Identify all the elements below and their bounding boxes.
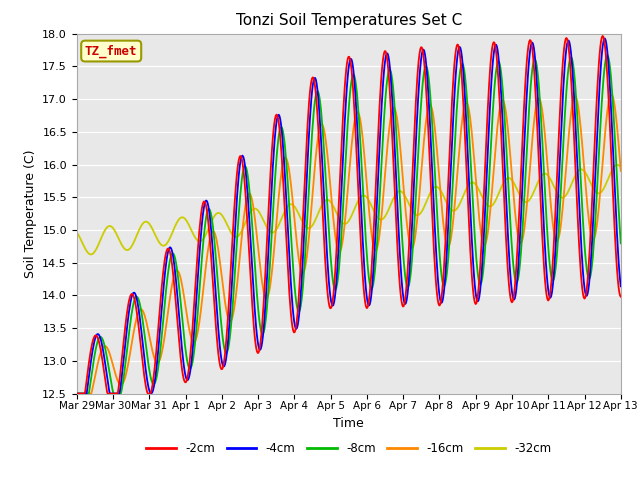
X-axis label: Time: Time [333, 417, 364, 430]
Text: TZ_fmet: TZ_fmet [85, 44, 138, 58]
Y-axis label: Soil Temperature (C): Soil Temperature (C) [24, 149, 36, 278]
Legend: -2cm, -4cm, -8cm, -16cm, -32cm: -2cm, -4cm, -8cm, -16cm, -32cm [141, 437, 556, 460]
Title: Tonzi Soil Temperatures Set C: Tonzi Soil Temperatures Set C [236, 13, 462, 28]
